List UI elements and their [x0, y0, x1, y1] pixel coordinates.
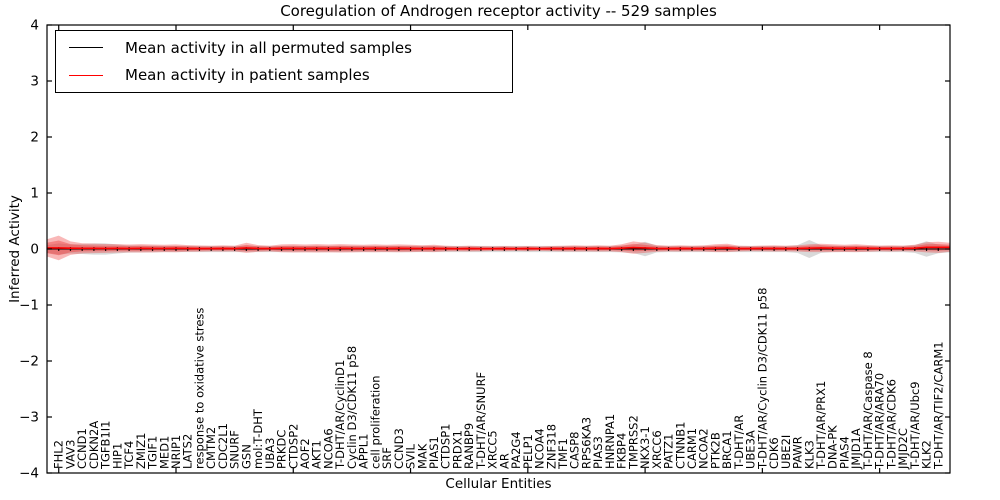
x-category-label: JMJD1A: [849, 428, 863, 470]
x-category-label: cell proliferation: [368, 375, 382, 469]
x-category-label: PA2G4: [509, 431, 523, 469]
x-category-label: XRCC6: [650, 430, 664, 469]
x-category-label: Cyclin D3/CDK11 p58: [345, 346, 359, 469]
x-category-label: NCOA4: [533, 428, 547, 469]
x-category-label: SRF: [380, 447, 394, 469]
x-category-label: NKX3-1: [638, 426, 652, 469]
x-category-label: MED1: [157, 436, 171, 469]
legend-entry-patient: Mean activity in patient samples: [56, 66, 512, 84]
x-category-label: KLK2: [920, 440, 934, 469]
x-category-label: APPL1: [357, 434, 371, 469]
x-category-label: AKT1: [310, 440, 324, 469]
x-category-label: HNRNPA1: [603, 414, 617, 469]
x-category-label: CTDSP2: [286, 424, 300, 469]
x-category-label: NCOA6: [322, 428, 336, 469]
x-category-label: GSN: [239, 444, 253, 469]
x-category-label: T-DHT/AR/Caspase 8: [861, 351, 875, 470]
x-category-label: response to oxidative stress: [193, 308, 207, 469]
x-category-label: NCOA2: [697, 428, 711, 469]
x-category-label: T-DHT/AR/SNURF: [474, 372, 488, 470]
x-category-label: CCND1: [75, 428, 89, 469]
x-axis-label: Cellular Entities: [445, 476, 552, 492]
x-category-label: TMF1: [556, 438, 570, 470]
x-category-label: PELP1: [521, 434, 535, 469]
x-category-label: FHL2: [52, 440, 66, 469]
x-category-label: DNA-PK: [826, 425, 840, 469]
x-category-label: CMTM2: [204, 427, 218, 469]
x-category-label: CTDSP1: [439, 424, 453, 469]
x-category-label: FKBP4: [615, 433, 629, 469]
x-category-label: RPS6KA3: [580, 417, 594, 469]
x-category-label: TGFB1I1: [99, 421, 113, 470]
x-category-label: AR: [497, 453, 511, 469]
chart-title: Coregulation of Androgen receptor activi…: [280, 2, 717, 20]
x-category-label: MAK: [415, 443, 429, 469]
y-tick-label: −1: [19, 298, 39, 314]
x-category-label: PRKDC: [275, 430, 289, 469]
x-category-label: CDK6: [767, 437, 781, 469]
x-category-label: KLK3: [802, 440, 816, 469]
x-category-label: ZMIZ1: [134, 433, 148, 469]
x-category-label: T-DHT/AR/ARA70: [873, 373, 887, 470]
legend-box: Mean activity in all permuted samples Me…: [55, 30, 513, 93]
y-tick-label: 0: [30, 242, 39, 258]
x-category-label: TCF4: [122, 441, 136, 470]
y-tick-label: −2: [19, 354, 39, 370]
x-category-label: T-DHT/AR/CDK6: [884, 379, 898, 470]
x-category-label: CASP8: [568, 432, 582, 469]
x-category-label: PATZ1: [662, 434, 676, 469]
x-category-label: T-DHT/AR/Cyclin D3/CDK11 p58: [755, 288, 769, 470]
x-category-label: CCND3: [392, 428, 406, 469]
x-category-label: PTK2B: [709, 432, 723, 469]
y-tick-label: 3: [30, 74, 39, 90]
x-category-label: T-DHT/AR: [732, 415, 746, 470]
x-category-label: CDC2L1: [216, 423, 230, 469]
x-category-label: UBE2I: [779, 435, 793, 469]
x-category-label: AOF2: [298, 438, 312, 469]
y-tick-label: −3: [19, 410, 39, 426]
x-category-label: T-DHT/AR/PRX1: [814, 381, 828, 470]
legend-label-patient: Mean activity in patient samples: [125, 66, 370, 85]
y-tick-label: 4: [30, 18, 39, 34]
legend-label-permuted: Mean activity in all permuted samples: [125, 38, 412, 57]
x-category-label: PIAS3: [591, 436, 605, 469]
x-category-label: LATS2: [181, 434, 195, 469]
x-category-label: CDKN2A: [87, 421, 101, 469]
legend-line-red: [69, 74, 103, 76]
x-category-label: PIAS1: [427, 436, 441, 469]
x-category-label: UBA3: [263, 438, 277, 470]
x-category-label: PRDX1: [451, 430, 465, 469]
x-category-label: T-DHT/AR/CyclinD1: [333, 360, 347, 470]
legend-entry-permuted: Mean activity in all permuted samples: [56, 39, 512, 57]
y-tick-label: 2: [30, 130, 39, 146]
x-category-label: mol:T-DHT: [251, 408, 265, 469]
x-category-label: VAV3: [64, 440, 78, 469]
x-category-label: HIP1: [110, 443, 124, 469]
x-category-label: T-DHT/AR/Ubc9: [908, 381, 922, 470]
legend-line-black: [69, 47, 103, 49]
x-category-label: JMJD2C: [896, 428, 910, 470]
x-category-label: SVIL: [404, 443, 418, 469]
y-tick-label: −4: [19, 466, 39, 482]
x-category-label: PAWR: [791, 436, 805, 469]
x-category-label: RANBP9: [462, 423, 476, 469]
x-category-label: PIAS4: [838, 436, 852, 469]
x-category-label: UBE3A: [744, 430, 758, 469]
x-category-label: TGIF1: [146, 436, 160, 470]
x-category-label: BRCA1: [720, 430, 734, 469]
x-category-label: XRCC5: [486, 430, 500, 469]
x-category-label: T-DHT/AR/TIF2/CARM1: [931, 341, 945, 470]
x-category-label: NRIP1: [169, 435, 183, 469]
x-category-label: ZNF318: [544, 424, 558, 469]
x-category-label: CTNNB1: [673, 422, 687, 469]
x-category-label: CARM1: [685, 428, 699, 469]
x-category-label: SNURF: [228, 430, 242, 469]
patient-mean-line: [47, 246, 950, 250]
y-tick-label: 1: [30, 186, 39, 202]
x-category-label: TMPRSS2: [626, 415, 640, 470]
